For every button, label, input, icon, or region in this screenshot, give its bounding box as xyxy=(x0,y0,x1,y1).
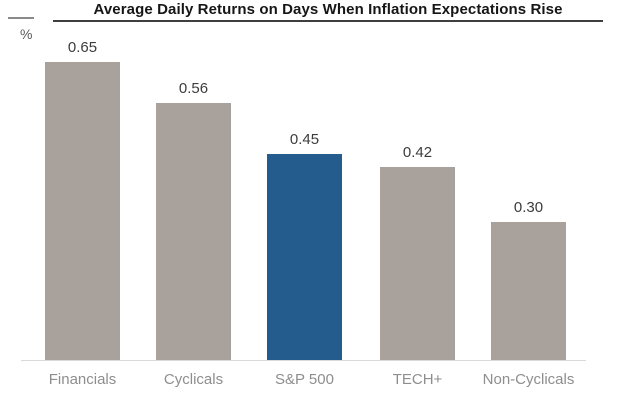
value-label-tech: 0.42 xyxy=(402,144,433,161)
value-label-financials: 0.65 xyxy=(67,39,98,56)
bar-tech xyxy=(380,167,455,360)
chart-title: Average Daily Returns on Days When Infla… xyxy=(53,1,603,22)
category-label-cyclicals: Cyclicals xyxy=(163,371,224,388)
value-label-cyclicals: 0.56 xyxy=(178,80,209,97)
y-axis-unit-label: % xyxy=(20,26,33,42)
category-label-s-p-500: S&P 500 xyxy=(275,371,334,388)
category-label-non-cyclicals: Non-Cyclicals xyxy=(482,371,575,388)
bar-non-cyclicals xyxy=(491,222,566,360)
category-label-tech: TECH+ xyxy=(392,371,443,388)
value-label-s-p-500: 0.45 xyxy=(289,131,320,148)
value-label-non-cyclicals: 0.30 xyxy=(513,199,544,216)
category-label-financials: Financials xyxy=(48,371,117,388)
bar-financials xyxy=(45,62,120,360)
bar-s-p-500 xyxy=(267,154,342,360)
top-left-tick-line xyxy=(8,17,34,19)
x-axis-line xyxy=(21,360,586,361)
bar-cyclicals xyxy=(156,103,231,360)
